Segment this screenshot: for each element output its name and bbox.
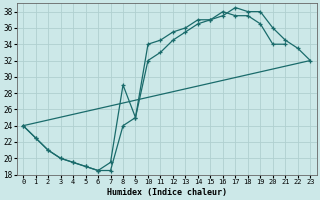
X-axis label: Humidex (Indice chaleur): Humidex (Indice chaleur) <box>107 188 227 197</box>
